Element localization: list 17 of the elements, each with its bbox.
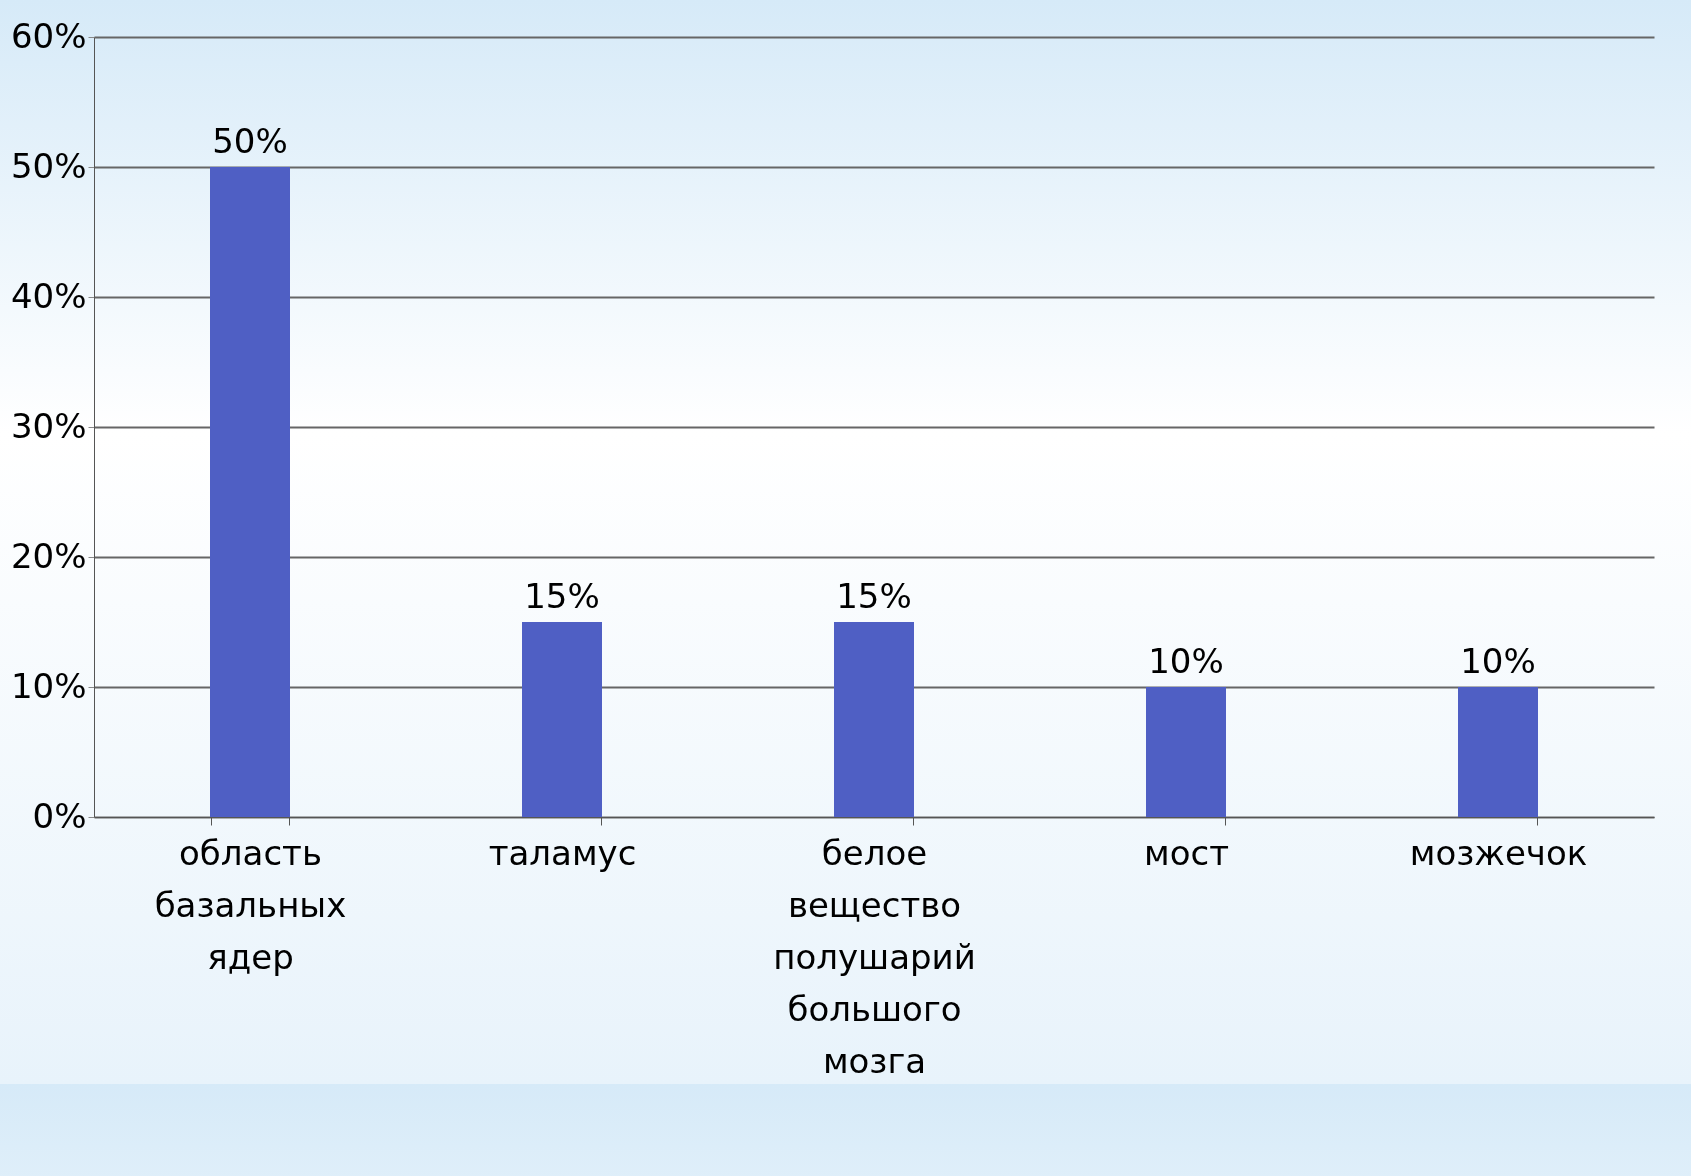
data-label: 15%	[524, 576, 600, 616]
x-tick-label: область базальных ядер	[154, 832, 347, 977]
x-tick-label: мост	[1144, 832, 1229, 873]
data-label: 50%	[212, 121, 288, 161]
y-tick-label: 50%	[10, 145, 87, 186]
y-tick-label: 30%	[10, 405, 87, 446]
y-tick-label: 20%	[10, 535, 87, 576]
data-label: 10%	[1148, 641, 1224, 681]
x-tick-label: белое вещество полушарий большого мозга	[773, 832, 976, 1081]
x-tick-label: таламус	[488, 832, 637, 873]
data-label: 15%	[836, 576, 912, 616]
y-tick-label: 40%	[10, 275, 87, 316]
data-label: 10%	[1460, 641, 1536, 681]
y-tick-label: 10%	[10, 665, 87, 706]
x-tick-label: мозжечок	[1409, 832, 1588, 873]
y-tick-label: 60%	[10, 15, 87, 56]
y-tick-label: 0%	[32, 795, 87, 836]
